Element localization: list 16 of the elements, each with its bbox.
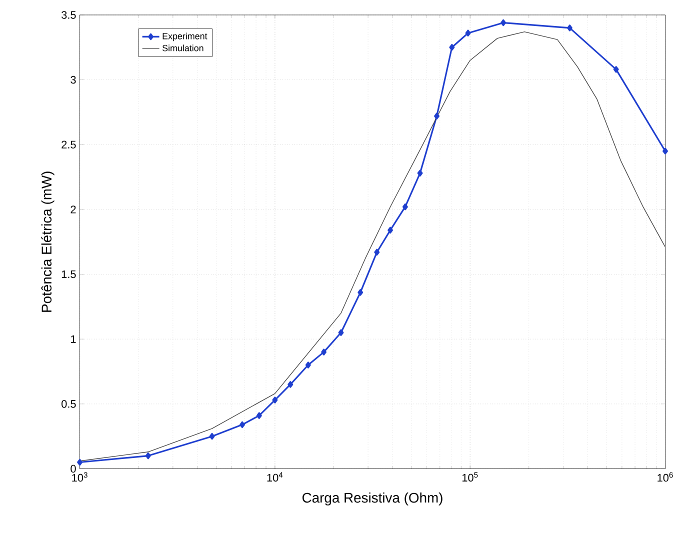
y-tick-label: 0.5 xyxy=(62,400,76,408)
y-axis-title: Potência Elétrica (mW) xyxy=(41,172,54,312)
y-tick-label: 2 xyxy=(70,206,76,214)
x-tick-label: 10$^{6}$ xyxy=(658,472,673,482)
y-tick-label: 3 xyxy=(70,76,76,84)
y-tick-label: 1 xyxy=(71,336,76,344)
x-tick-label: 10$^{4}$ xyxy=(267,472,283,482)
x-tick-label: 10$^{3}$ xyxy=(72,472,88,482)
legend-label: Experiment xyxy=(162,32,208,42)
y-tick-label: 2.5 xyxy=(62,140,76,149)
y-tick-label: 0 xyxy=(70,465,76,473)
y-tick-label: 3.5 xyxy=(62,11,76,20)
y-tick-label: 1.5 xyxy=(62,270,76,278)
legend-label: Simulation xyxy=(162,44,204,52)
x-tick-label: 10$^{5}$ xyxy=(462,472,478,482)
x-axis-title: Carga Resistiva (Ohm) xyxy=(302,492,442,506)
